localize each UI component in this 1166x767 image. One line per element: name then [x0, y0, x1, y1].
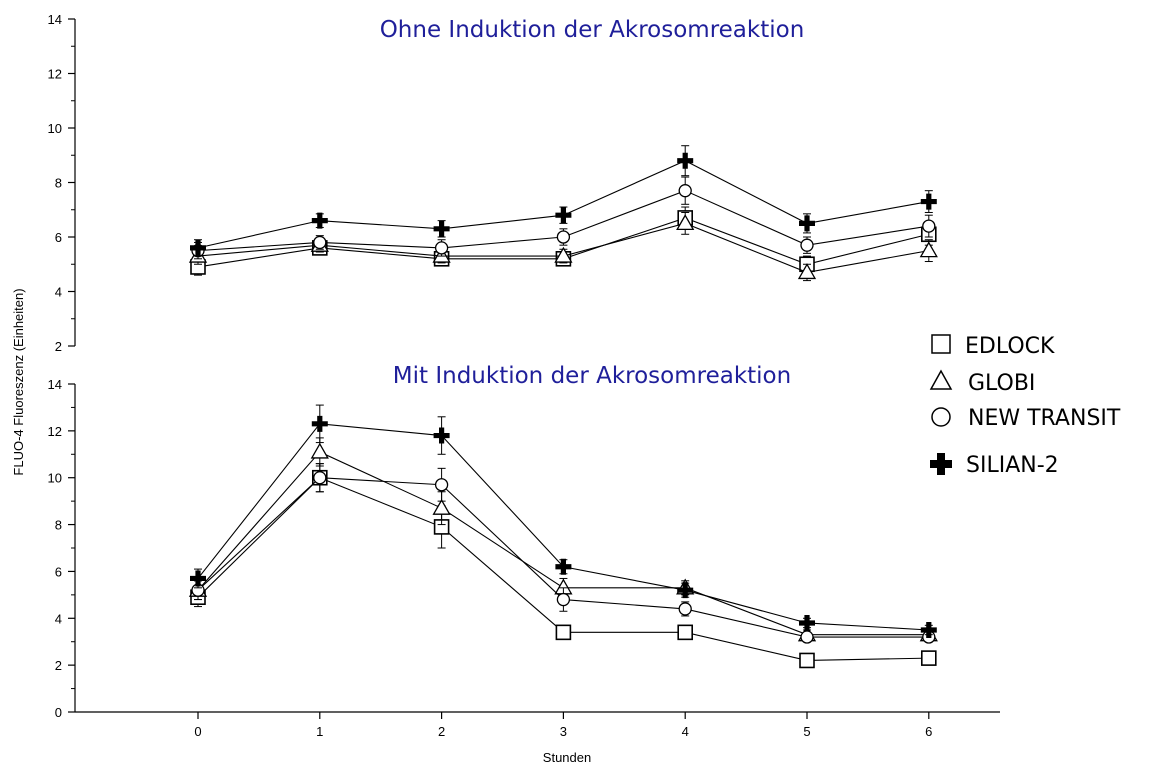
bottom-y-tick-label: 6 [55, 564, 62, 579]
top-y-tick-label: 12 [48, 67, 62, 82]
bottom-point-silian-2 [677, 582, 694, 599]
top-y-tick-label: 6 [55, 230, 62, 245]
legend-label-silian-2: SILIAN-2 [966, 453, 1059, 478]
bottom-point-edlock [555, 624, 572, 641]
x-axis-title: Stunden [543, 750, 591, 765]
legend: EDLOCK GLOBI NEW TRANSIT SILIAN-2 [929, 334, 1121, 478]
bottom-point-edlock [920, 650, 937, 666]
top-point-silian-2 [677, 152, 694, 169]
legend-label-new-transit: NEW TRANSIT [968, 406, 1121, 431]
top-y-tick-label: 4 [55, 285, 62, 300]
bottom-point-silian-2 [555, 558, 572, 575]
bottom-y-tick-label: 2 [55, 658, 62, 673]
top-series-new-transit [191, 176, 936, 260]
bottom-series-new-transit [191, 463, 936, 644]
x-tick-label: 5 [803, 724, 810, 739]
bottom-point-new-transit [678, 602, 692, 616]
bottom-point-edlock [677, 624, 694, 641]
top-point-globi [797, 263, 817, 280]
y-axis-title: FLUO-4 Fluoreszenz (Einheiten) [11, 288, 26, 475]
bottom-point-new-transit [313, 471, 327, 485]
top-point-new-transit [556, 230, 571, 244]
legend-circle-marker [931, 407, 951, 427]
top-series [188, 145, 938, 282]
top-y-tick-label: 10 [48, 121, 62, 136]
bottom-y-tick-label: 10 [48, 471, 62, 486]
top-y-tick-label: 14 [48, 12, 62, 27]
legend-item-silian-2: SILIAN-2 [930, 453, 1059, 478]
bottom-point-silian-2 [799, 614, 816, 631]
top-point-new-transit [678, 184, 692, 198]
top-panel: Ohne Induktion der Akrosomreaktion 2 4 6 8 1… [48, 12, 938, 354]
x-tick-label: 6 [925, 724, 932, 739]
x-ticks: 0 1 2 3 4 5 6 [194, 712, 932, 739]
legend-item-globi: GLOBI [929, 369, 1035, 396]
top-panel-title: Ohne Induktion der Akrosomreaktion [380, 17, 805, 43]
top-point-silian-2 [311, 212, 328, 229]
top-point-silian-2 [799, 215, 816, 232]
top-point-silian-2 [433, 220, 450, 237]
legend-cross-marker [930, 453, 952, 475]
bottom-point-new-transit [800, 630, 814, 644]
bottom-y-tick-label: 4 [55, 611, 62, 626]
bottom-point-new-transit [556, 592, 571, 607]
bottom-point-silian-2 [433, 427, 450, 444]
legend-item-new-transit: NEW TRANSIT [931, 406, 1121, 431]
legend-square-marker [931, 334, 951, 354]
top-point-new-transit [800, 238, 814, 252]
x-tick-label: 2 [438, 724, 445, 739]
top-point-new-transit [313, 235, 327, 250]
bottom-y-tick-label: 0 [55, 705, 62, 720]
top-point-globi [919, 241, 938, 258]
top-point-globi [554, 246, 573, 263]
top-y-tick-label: 2 [55, 339, 62, 354]
top-point-silian-2 [190, 239, 206, 256]
bottom-y-tick-label: 14 [48, 377, 62, 392]
bottom-y-tick-label: 12 [48, 424, 62, 439]
bottom-series-silian-2 [190, 404, 937, 639]
top-point-globi [676, 214, 695, 231]
bottom-point-silian-2 [190, 570, 206, 587]
bottom-y-tick-label: 8 [55, 518, 62, 533]
legend-triangle-marker [929, 369, 953, 390]
bottom-point-silian-2 [920, 622, 937, 639]
bottom-panel-title: Mit Induktion der Akrosomreaktion [393, 363, 791, 389]
x-tick-label: 1 [316, 724, 323, 739]
top-point-new-transit [434, 241, 449, 255]
bottom-point-new-transit [434, 478, 449, 492]
x-tick-label: 0 [194, 724, 201, 739]
legend-label-globi: GLOBI [968, 371, 1035, 396]
bottom-point-edlock [799, 652, 815, 669]
bottom-point-globi [432, 498, 451, 515]
bottom-line-new-transit [197, 477, 929, 638]
top-point-silian-2 [920, 193, 937, 210]
bottom-y-ticks: 0 2 4 6 8 10 12 14 [48, 377, 75, 720]
legend-label-edlock: EDLOCK [965, 334, 1055, 359]
legend-item-edlock: EDLOCK [931, 334, 1055, 359]
bottom-point-globi [310, 442, 329, 459]
top-series-silian-2 [190, 145, 937, 257]
top-point-new-transit [922, 219, 936, 233]
bottom-point-silian-2 [311, 415, 328, 432]
top-y-tick-label: 8 [55, 176, 62, 191]
x-tick-label: 3 [560, 724, 567, 739]
bottom-panel: Mit Induktion der Akrosomreaktion 0 2 4 6 8 1… [48, 363, 1000, 739]
top-point-silian-2 [555, 207, 572, 224]
x-tick-label: 4 [682, 724, 689, 739]
bottom-series [188, 404, 938, 669]
top-y-ticks: 2 4 6 8 10 12 14 [48, 12, 75, 354]
